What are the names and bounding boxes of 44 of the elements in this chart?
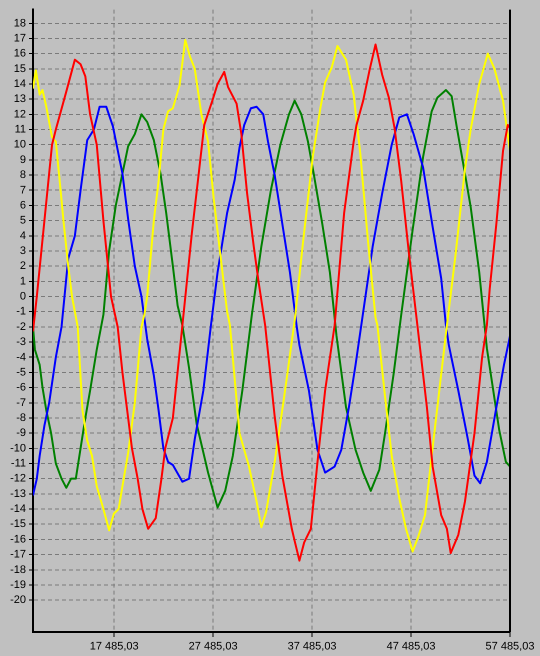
y-tick-label: -6 [16, 382, 26, 394]
y-tick-label: -3 [16, 336, 26, 348]
y-tick-label: -11 [10, 458, 26, 470]
x-tick-label: 47 485,03 [386, 640, 436, 653]
y-tick-label: 11 [14, 124, 26, 136]
y-tick-label: 1 [20, 275, 26, 288]
y-tick-label: -4 [16, 351, 26, 364]
x-tick-label: 17 485,03 [90, 640, 139, 653]
x-tick-label: 27 485,03 [188, 640, 238, 653]
y-tick-label: -14 [10, 503, 26, 516]
y-tick-label: -18 [10, 564, 26, 576]
y-tick-label: -16 [10, 533, 26, 546]
y-tick-label: 13 [14, 93, 26, 106]
y-tick-label: 17 [14, 32, 26, 44]
y-tick-label: 7 [20, 184, 26, 196]
y-tick-label: -13 [10, 488, 26, 500]
y-tick-label: -9 [16, 427, 26, 440]
y-tick-label: -8 [16, 412, 26, 424]
y-tick-label: 12 [14, 108, 26, 120]
y-tick-label: 14 [14, 78, 26, 90]
y-tick-label: -7 [16, 396, 26, 409]
x-tick-label: 57 485,03 [486, 640, 534, 653]
y-tick-label: -17 [10, 548, 26, 561]
y-tick-label: -15 [10, 518, 26, 530]
y-tick-label: 18 [14, 17, 26, 30]
y-tick-label: -1 [16, 306, 26, 318]
y-tick-label: 10 [14, 138, 26, 151]
y-tick-label: -19 [10, 578, 26, 591]
y-tick-label: 2 [20, 260, 26, 272]
y-tick-label: 0 [20, 290, 26, 303]
y-tick-label: 16 [14, 48, 26, 60]
y-tick-label: -20 [10, 594, 26, 606]
y-tick-label: 8 [20, 169, 26, 182]
y-tick-label: 9 [20, 154, 26, 166]
y-tick-label: -10 [10, 442, 26, 454]
y-tick-label: -5 [16, 366, 26, 378]
y-tick-label: 6 [20, 199, 26, 212]
y-tick-label: 15 [14, 62, 26, 75]
y-tick-label: 3 [20, 245, 26, 257]
y-tick-label: -2 [16, 320, 26, 333]
y-tick-label: 4 [20, 230, 26, 242]
x-tick-label: 37 485,03 [288, 640, 337, 653]
y-tick-label: 5 [20, 214, 26, 227]
y-tick-label: -12 [10, 472, 26, 485]
